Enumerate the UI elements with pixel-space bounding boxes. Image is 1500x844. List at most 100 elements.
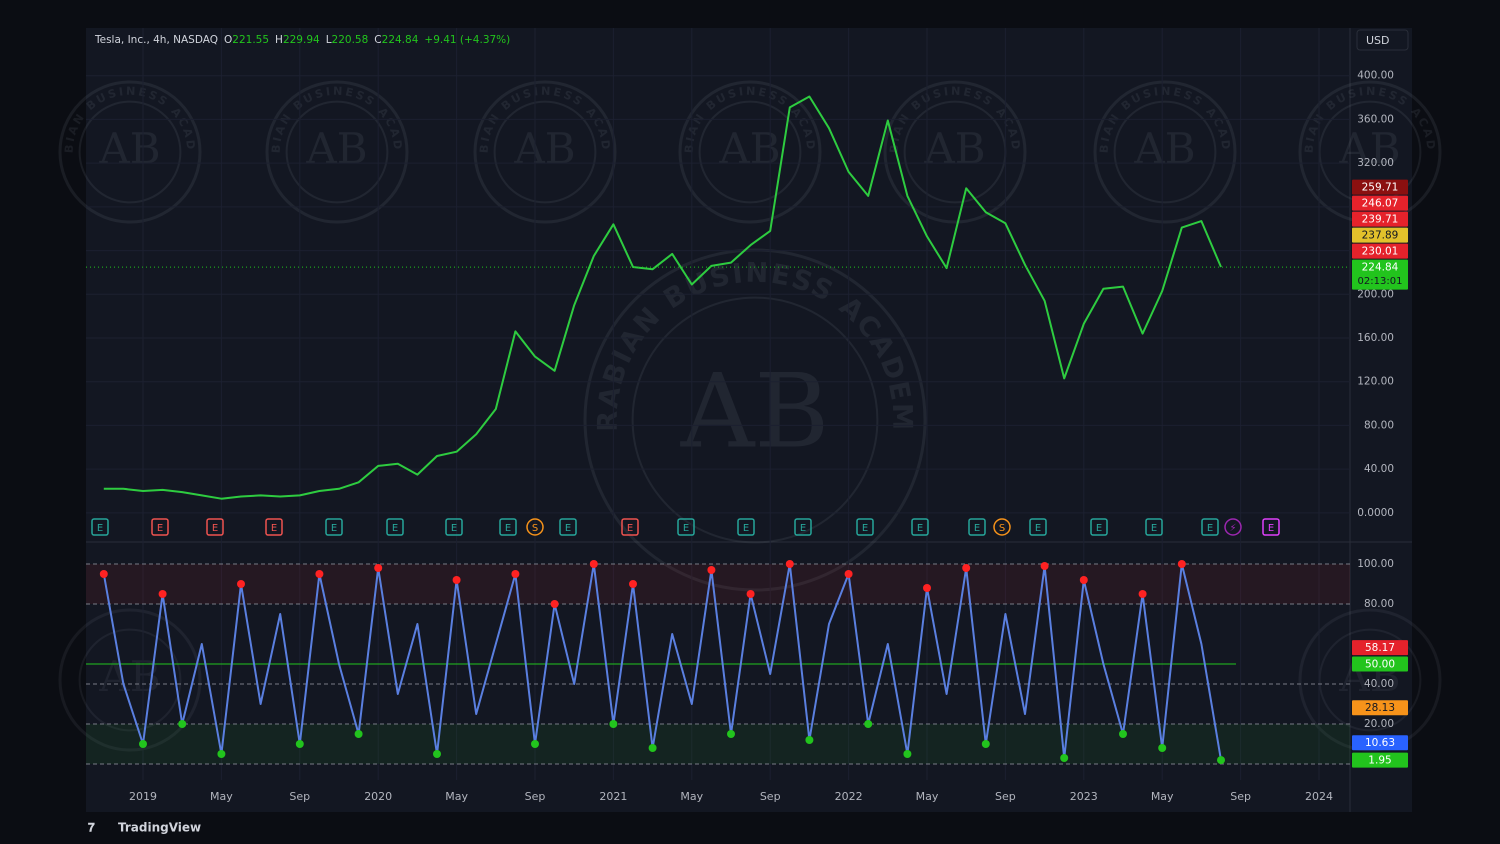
countdown: 02:13:01 <box>1358 276 1403 287</box>
ohlc-key: C <box>374 34 381 46</box>
ohlc-key: O <box>224 34 232 46</box>
x-tick-label: May <box>445 790 468 803</box>
signal-dot <box>844 570 853 578</box>
watermark-ring <box>285 100 389 204</box>
event-label: S <box>999 523 1005 534</box>
signal-dot <box>785 560 794 568</box>
price-tag <box>1352 700 1408 716</box>
event-icon <box>325 518 343 536</box>
event-label: E <box>800 523 806 534</box>
price-tag <box>1352 195 1408 211</box>
event-label: E <box>331 523 337 534</box>
currency-box <box>1356 29 1409 51</box>
x-tick-label: Sep <box>1230 790 1251 803</box>
ohlc-value: 221.55 <box>232 34 269 46</box>
x-tick-label: 2020 <box>364 790 392 803</box>
watermark-logo: AB <box>98 124 160 173</box>
event-icon <box>621 518 639 536</box>
x-tick-label: 2024 <box>1305 790 1333 803</box>
y-tick-label: 80.00 <box>1364 598 1394 610</box>
event-label: E <box>392 523 398 534</box>
y-tick-label: 200.00 <box>1357 288 1394 300</box>
signal-dot <box>1158 744 1167 752</box>
price-tag <box>1352 259 1408 290</box>
data-line <box>102 563 1222 761</box>
y-tick-label: 20.00 <box>1364 718 1394 730</box>
y-tick-label: 320.00 <box>1357 157 1394 169</box>
event-icon <box>445 518 463 536</box>
watermark-logo: AB <box>923 124 985 173</box>
watermark-logo: AB <box>513 124 575 173</box>
brand-logo: 𝟕 <box>88 821 95 835</box>
event-icon <box>1224 518 1242 536</box>
watermark-ring <box>1318 628 1422 732</box>
watermark-logo: AB <box>680 353 830 472</box>
event-label: E <box>1268 523 1274 534</box>
event-icon <box>559 518 577 536</box>
event-label: E <box>917 523 923 534</box>
event-label: E <box>743 523 749 534</box>
ohlc-value: 224.84 <box>382 34 419 46</box>
signal-dot <box>648 744 657 752</box>
event-icon <box>1090 518 1108 536</box>
signal-dot <box>1060 754 1069 762</box>
x-tick-label: Sep <box>289 790 310 803</box>
ohlc-value: 229.94 <box>283 34 320 46</box>
x-tick-label: 2019 <box>129 790 157 803</box>
price-tag-label: 237.89 <box>1362 230 1399 242</box>
price-tag-label: 1.95 <box>1368 755 1391 767</box>
signal-dot <box>727 730 735 738</box>
signal-dot <box>158 590 167 598</box>
price-tag <box>1352 752 1408 768</box>
event-label: E <box>505 523 511 534</box>
watermark-ring <box>1093 80 1237 224</box>
price-tag-label: 50.00 <box>1365 659 1395 671</box>
y-tick-label: 120.00 <box>1357 376 1394 388</box>
signal-dot <box>237 580 245 588</box>
price-tag-label: 246.07 <box>1362 198 1399 210</box>
watermark-ring <box>78 100 182 204</box>
event-label: E <box>212 523 218 534</box>
price-tag-label: 239.71 <box>1362 214 1399 226</box>
watermark-logo: AB <box>1338 124 1400 173</box>
x-tick-label: Sep <box>995 790 1016 803</box>
price-tag-label: 259.71 <box>1362 182 1399 194</box>
signal-dot <box>178 720 187 728</box>
event-icon <box>1145 518 1163 536</box>
price-tag <box>1352 735 1408 751</box>
signal-dot <box>1138 590 1147 598</box>
signal-dot <box>981 740 990 748</box>
x-tick-label: 2023 <box>1070 790 1098 803</box>
event-icon <box>968 518 986 536</box>
y-tick-label: 40.00 <box>1364 463 1394 475</box>
event-label: E <box>97 523 103 534</box>
watermark-logo: AB <box>305 124 367 173</box>
watermark-ring <box>265 80 409 224</box>
y-tick-label: 80.00 <box>1364 419 1394 431</box>
price-tag <box>1352 179 1408 195</box>
signal-dot <box>609 720 618 728</box>
symbol: Tesla, Inc., 4h, NASDAQ <box>94 34 218 46</box>
signal-dot <box>354 730 363 738</box>
signal-dot <box>903 750 912 758</box>
signal-dot <box>805 736 814 744</box>
event-icon <box>151 518 169 536</box>
event-label: S <box>532 523 538 534</box>
price-tag-label: 230.01 <box>1362 246 1399 258</box>
price-tag-label: 58.17 <box>1365 642 1395 654</box>
watermark-ring <box>631 296 879 544</box>
signal-dot <box>1079 576 1088 584</box>
currency: USD <box>1366 34 1390 47</box>
x-tick-label: May <box>916 790 939 803</box>
event-label: E <box>1207 523 1213 534</box>
watermark-ring <box>58 80 202 224</box>
watermark-logo: AB <box>718 124 780 173</box>
signal-dot <box>550 600 559 608</box>
price-tag-label: 10.63 <box>1365 737 1395 749</box>
event-label: E <box>683 523 689 534</box>
signal-dot <box>139 740 147 748</box>
event-icon <box>737 518 755 536</box>
x-tick-label: May <box>680 790 703 803</box>
watermark-ring <box>583 248 927 592</box>
